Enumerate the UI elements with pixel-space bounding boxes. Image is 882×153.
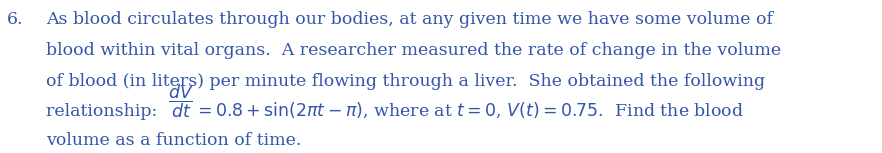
- Text: $\dfrac{dV}{dt}$: $\dfrac{dV}{dt}$: [168, 82, 194, 120]
- Text: As blood circulates through our bodies, at any given time we have some volume of: As blood circulates through our bodies, …: [46, 11, 773, 28]
- Text: volume as a function of time.: volume as a function of time.: [46, 132, 302, 149]
- Text: of blood (in liters) per minute flowing through a liver.  She obtained the follo: of blood (in liters) per minute flowing …: [46, 73, 765, 90]
- Text: relationship:: relationship:: [46, 103, 168, 120]
- Text: $= 0.8 + \sin(2\pi t - \pi)$, where at $t = 0$, $V(t) = 0.75$.  Find the blood: $= 0.8 + \sin(2\pi t - \pi)$, where at $…: [194, 101, 744, 120]
- Text: blood within vital organs.  A researcher measured the rate of change in the volu: blood within vital organs. A researcher …: [46, 42, 781, 59]
- Text: 6.: 6.: [7, 11, 24, 28]
